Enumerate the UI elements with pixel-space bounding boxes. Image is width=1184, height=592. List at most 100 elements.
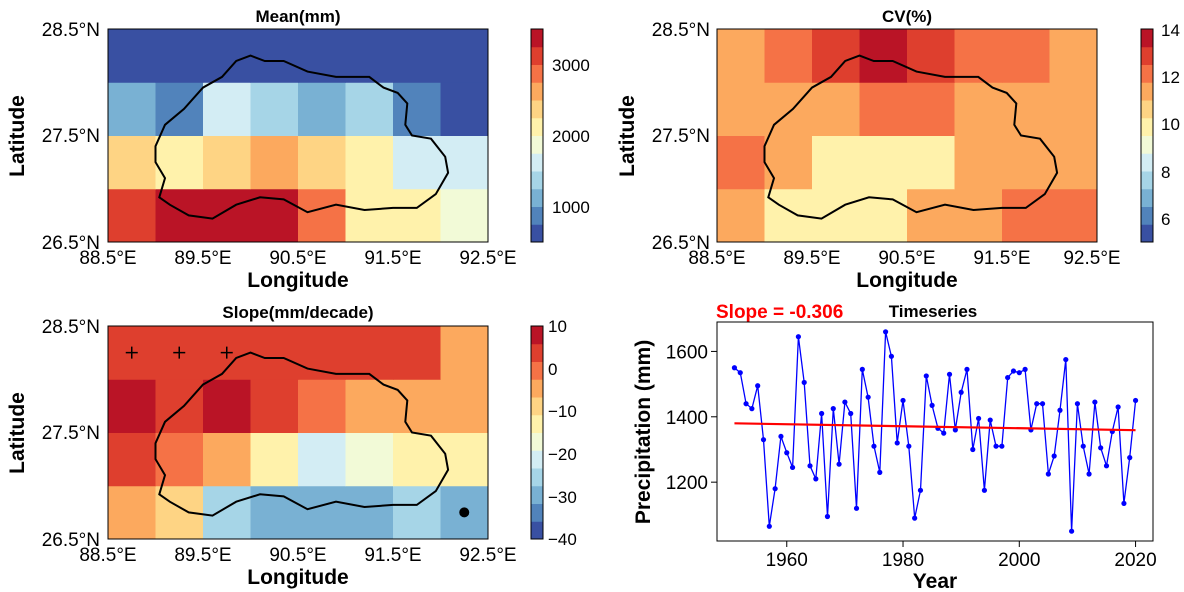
mean-frame — [107, 28, 489, 243]
cv-x-tick: 92.5°E — [1063, 248, 1120, 269]
significance-plus-marker — [220, 346, 233, 359]
series-point — [1034, 401, 1040, 407]
colorbar-segment — [531, 188, 543, 207]
colorbar-segment — [531, 135, 543, 154]
series-point — [900, 397, 906, 404]
series-point — [882, 329, 889, 335]
grid-cell — [764, 135, 813, 190]
timeseries-frame — [716, 321, 1154, 542]
mean-x-tick: 88.5°E — [79, 248, 136, 269]
series-point — [888, 353, 895, 359]
series-point — [952, 427, 958, 433]
series-point — [760, 437, 767, 443]
grid-cell — [1002, 135, 1050, 190]
grid-cell — [1049, 188, 1098, 243]
grid-cell — [203, 135, 251, 190]
series-point — [830, 406, 836, 412]
grid-cell — [250, 326, 299, 380]
cv-country-border — [763, 54, 1059, 220]
timeseries-title: Timeseries — [889, 302, 978, 321]
colorbar-segment — [531, 450, 543, 469]
colorbar-segment — [1141, 46, 1153, 65]
colorbar-segment — [1141, 206, 1153, 225]
grid-cell — [954, 82, 1003, 136]
series-point — [795, 334, 801, 340]
grid-cell — [298, 135, 346, 190]
series-point — [1039, 401, 1046, 407]
grid-cell — [203, 29, 251, 83]
grid-cell — [907, 188, 955, 243]
slope-colorbar-tick: −40 — [548, 530, 577, 549]
series-point — [964, 366, 970, 372]
series-point — [923, 373, 929, 379]
mean-x-tick: 90.5°E — [269, 248, 326, 269]
slope-grid — [108, 326, 489, 540]
series-point — [976, 415, 982, 422]
grid-cell — [812, 135, 860, 190]
grid-cell — [907, 135, 955, 190]
slope-x-tick: 90.5°E — [269, 545, 326, 566]
series-point — [1103, 463, 1110, 469]
grid-cell — [298, 379, 346, 433]
mean-colorbar — [531, 29, 543, 243]
colorbar-segment — [531, 153, 543, 172]
colorbar-segment — [1141, 171, 1153, 190]
cv-colorbar-tick: 8 — [1161, 163, 1170, 182]
colorbar-segment — [531, 46, 543, 65]
grid-cell — [393, 29, 441, 83]
cv-x-tick: 90.5°E — [878, 248, 935, 269]
cv-y-tick: 28.5°N — [652, 20, 710, 41]
colorbar-segment — [1141, 153, 1153, 172]
series-point — [819, 410, 825, 417]
cv-colorbar-frame — [1140, 28, 1154, 243]
colorbar-segment — [531, 521, 543, 540]
series-point — [789, 464, 796, 471]
series-point — [958, 389, 964, 395]
grid-cell — [954, 188, 1003, 243]
colorbar-segment — [531, 485, 543, 504]
grid-cell — [812, 29, 860, 83]
series-point — [836, 461, 842, 467]
timeseries-y-ticks: 1200 1400 1600 — [666, 342, 717, 494]
grid-cell — [345, 379, 394, 433]
mean-colorbar-tick: 1000 — [552, 198, 590, 217]
grid-cell — [393, 485, 441, 540]
cv-x-label: Longitude — [856, 269, 957, 292]
slope-y-tick: 28.5°N — [42, 317, 100, 338]
timeseries-y-tick-label: 1200 — [666, 473, 708, 494]
series-point — [1086, 471, 1092, 477]
timeseries-x-tick-label: 1960 — [766, 550, 808, 571]
timeseries-x-tick-label: 2000 — [998, 550, 1040, 571]
grid-cell — [393, 135, 441, 190]
mean-x-tick: 91.5°E — [364, 248, 421, 269]
mean-x-tick: 92.5°E — [459, 248, 516, 269]
series-point — [906, 443, 912, 449]
colorbar-segment — [1141, 224, 1153, 243]
trend-line — [734, 422, 1136, 432]
colorbar-segment — [531, 29, 543, 48]
colorbar-segment — [1141, 188, 1153, 207]
timeseries-y-label: Precipitation (mm) — [632, 340, 655, 524]
slope-x-tick: 88.5°E — [79, 545, 136, 566]
cv-y-tick: 27.5°N — [652, 126, 710, 147]
series-point — [877, 469, 883, 475]
colorbar-segment — [531, 432, 543, 451]
grid-cell — [717, 29, 765, 83]
series-point — [848, 410, 854, 417]
grid-cell — [108, 432, 156, 487]
cv-title: CV(%) — [882, 7, 932, 26]
slope-y-tick: 26.5°N — [42, 530, 100, 551]
series-point — [987, 417, 993, 423]
slope-country-border — [154, 351, 450, 517]
colorbar-segment — [1141, 29, 1153, 48]
series-point — [981, 487, 988, 493]
grid-cell — [954, 135, 1003, 190]
timeseries-x-tick-label: 2020 — [1114, 550, 1156, 571]
series-point — [1016, 370, 1022, 376]
series-point — [1051, 453, 1057, 459]
cv-y-tick: 26.5°N — [652, 233, 710, 254]
grid-cell — [1049, 29, 1098, 83]
grid-cell — [155, 432, 204, 487]
grid-cell — [859, 29, 908, 83]
series-point — [784, 450, 790, 456]
